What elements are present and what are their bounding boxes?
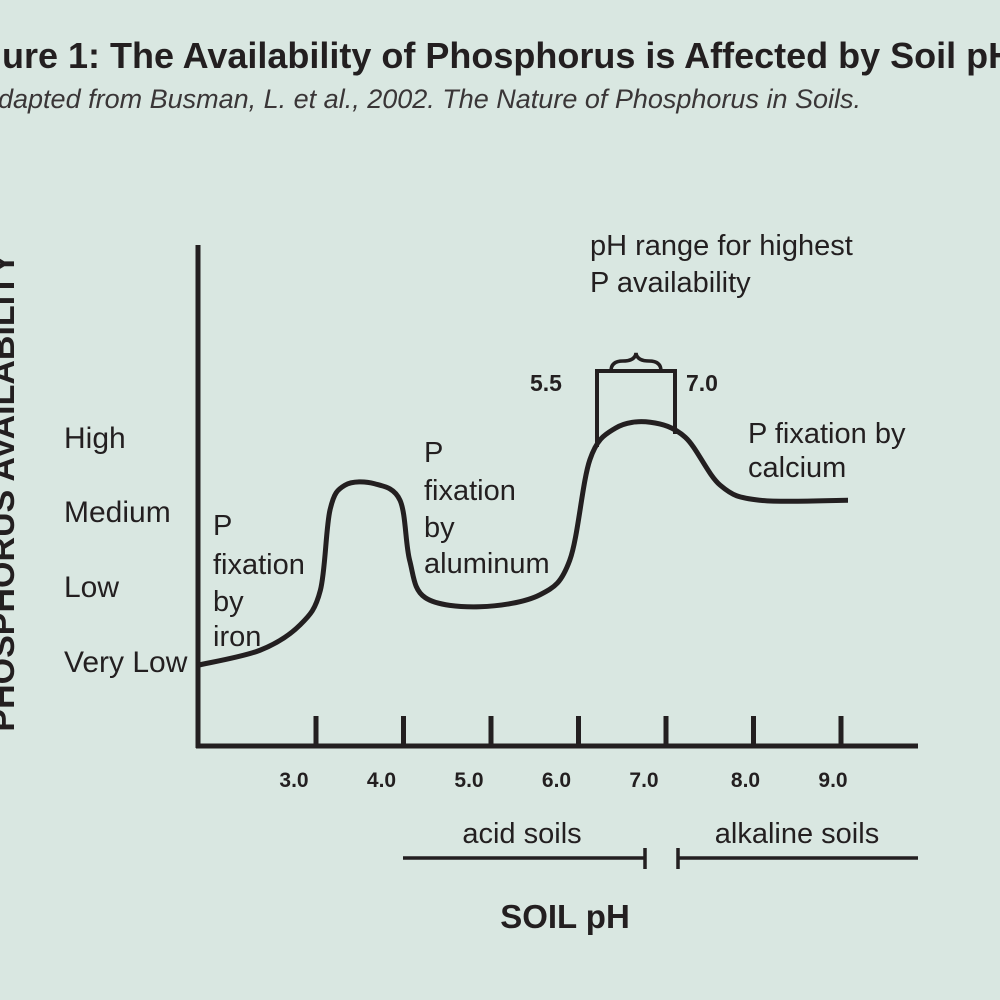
annotation-iron: P fixation by iron	[213, 510, 305, 653]
x-axis-label: SOIL pH	[500, 898, 630, 935]
y-level-high: High	[64, 422, 126, 455]
y-level-low: Low	[64, 571, 119, 604]
alkaline-soils-range	[676, 848, 918, 869]
range-high-label: 7.0	[686, 370, 718, 396]
annotation-text: by	[213, 586, 244, 618]
annotation-aluminum: P fixation by aluminum	[424, 437, 550, 580]
y-level-medium: Medium	[64, 496, 171, 529]
y-level-very-low: Very Low	[64, 646, 188, 679]
chart-title: Figure 1: The Availability of Phosphorus…	[0, 35, 1000, 76]
annotation-text: fixation	[213, 549, 305, 581]
chart-subtitle: Adapted from Busman, L. et al., 2002. Th…	[0, 84, 861, 114]
x-tick-label: 5.0	[454, 769, 483, 792]
annotation-text: P	[213, 510, 232, 542]
soil-type-bars: acid soils alkaline soils	[403, 818, 918, 869]
x-tick-label: 4.0	[367, 769, 396, 792]
annotation-text: fixation	[424, 475, 516, 507]
range-brace	[609, 352, 663, 372]
x-tick-label: 7.0	[629, 769, 658, 792]
annotation-text: by	[424, 512, 455, 544]
alkaline-soils-label: alkaline soils	[715, 818, 879, 850]
annotation-text: aluminum	[424, 548, 550, 580]
y-axis-label: PHOSPHORUS AVAILABILITY	[0, 252, 22, 731]
x-ticks	[313, 716, 844, 746]
x-tick-label: 3.0	[279, 769, 308, 792]
x-tick-label: 9.0	[818, 769, 847, 792]
y-levels: High Medium Low Very Low	[64, 422, 188, 679]
range-low-label: 5.5	[530, 370, 562, 396]
annotation-text: P fixation by	[748, 418, 906, 450]
acid-soils-label: acid soils	[462, 818, 581, 850]
annotation-text: calcium	[748, 452, 846, 484]
x-tick-label: 6.0	[542, 769, 571, 792]
annotation-text: iron	[213, 621, 261, 653]
availability-curve	[197, 419, 849, 668]
annotation-text: P availability	[590, 267, 751, 299]
annotation-text: pH range for highest	[590, 230, 853, 262]
x-tick-label: 8.0	[731, 769, 760, 792]
x-tick-labels: 3.0 4.0 5.0 6.0 7.0 8.0 9.0	[279, 769, 847, 792]
acid-soils-range	[403, 848, 647, 869]
annotation-text: P	[424, 437, 443, 469]
range-bracket	[595, 369, 677, 447]
annotation-calcium: P fixation by calcium	[748, 418, 906, 484]
annotation-range: pH range for highest P availability 5.5 …	[530, 230, 853, 447]
